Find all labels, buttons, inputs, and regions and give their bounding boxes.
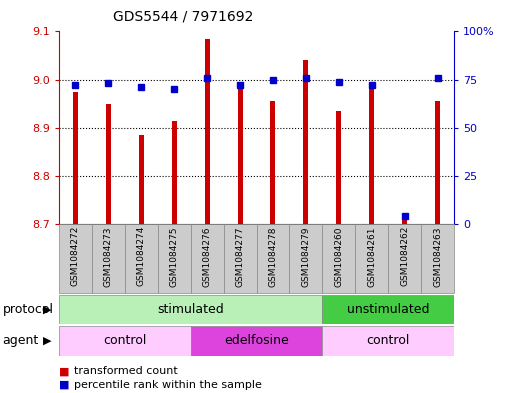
Bar bbox=[337, 111, 341, 224]
Bar bbox=[172, 121, 176, 224]
Text: GSM1084279: GSM1084279 bbox=[301, 226, 310, 286]
Bar bbox=[158, 224, 191, 293]
Text: edelfosine: edelfosine bbox=[224, 334, 289, 347]
Text: GSM1084260: GSM1084260 bbox=[334, 226, 343, 286]
Bar bbox=[224, 224, 256, 293]
Bar bbox=[270, 101, 275, 224]
Bar bbox=[369, 84, 374, 224]
Bar bbox=[435, 101, 440, 224]
Bar bbox=[322, 224, 355, 293]
Bar bbox=[402, 219, 407, 224]
Text: GSM1084272: GSM1084272 bbox=[71, 226, 80, 286]
Text: GSM1084276: GSM1084276 bbox=[203, 226, 212, 286]
Bar bbox=[238, 87, 243, 224]
Text: ■: ■ bbox=[59, 380, 69, 390]
Text: GSM1084262: GSM1084262 bbox=[400, 226, 409, 286]
Text: GSM1084278: GSM1084278 bbox=[268, 226, 278, 286]
Bar bbox=[191, 326, 322, 356]
Bar bbox=[106, 104, 111, 224]
Bar bbox=[303, 61, 308, 224]
Bar bbox=[388, 224, 421, 293]
Bar bbox=[59, 295, 322, 324]
Bar bbox=[205, 39, 210, 224]
Text: GSM1084274: GSM1084274 bbox=[137, 226, 146, 286]
Bar bbox=[139, 135, 144, 224]
Bar bbox=[322, 295, 454, 324]
Bar bbox=[191, 224, 224, 293]
Text: GDS5544 / 7971692: GDS5544 / 7971692 bbox=[113, 10, 253, 24]
Text: percentile rank within the sample: percentile rank within the sample bbox=[74, 380, 262, 390]
Bar bbox=[355, 224, 388, 293]
Bar bbox=[59, 224, 92, 293]
Text: transformed count: transformed count bbox=[74, 366, 178, 376]
Text: unstimulated: unstimulated bbox=[347, 303, 429, 316]
Text: ■: ■ bbox=[59, 366, 69, 376]
Text: control: control bbox=[103, 334, 147, 347]
Text: ▶: ▶ bbox=[43, 336, 51, 346]
Text: GSM1084261: GSM1084261 bbox=[367, 226, 376, 286]
Bar bbox=[256, 224, 289, 293]
Text: control: control bbox=[366, 334, 410, 347]
Text: GSM1084263: GSM1084263 bbox=[433, 226, 442, 286]
Bar bbox=[92, 224, 125, 293]
Text: stimulated: stimulated bbox=[157, 303, 224, 316]
Text: agent: agent bbox=[3, 334, 39, 347]
Bar bbox=[322, 326, 454, 356]
Text: GSM1084277: GSM1084277 bbox=[235, 226, 245, 286]
Text: ▶: ▶ bbox=[43, 305, 51, 314]
Bar bbox=[59, 326, 191, 356]
Bar bbox=[421, 224, 454, 293]
Bar bbox=[289, 224, 322, 293]
Text: GSM1084273: GSM1084273 bbox=[104, 226, 113, 286]
Text: protocol: protocol bbox=[3, 303, 53, 316]
Bar bbox=[73, 92, 78, 224]
Bar bbox=[125, 224, 158, 293]
Text: GSM1084275: GSM1084275 bbox=[170, 226, 179, 286]
